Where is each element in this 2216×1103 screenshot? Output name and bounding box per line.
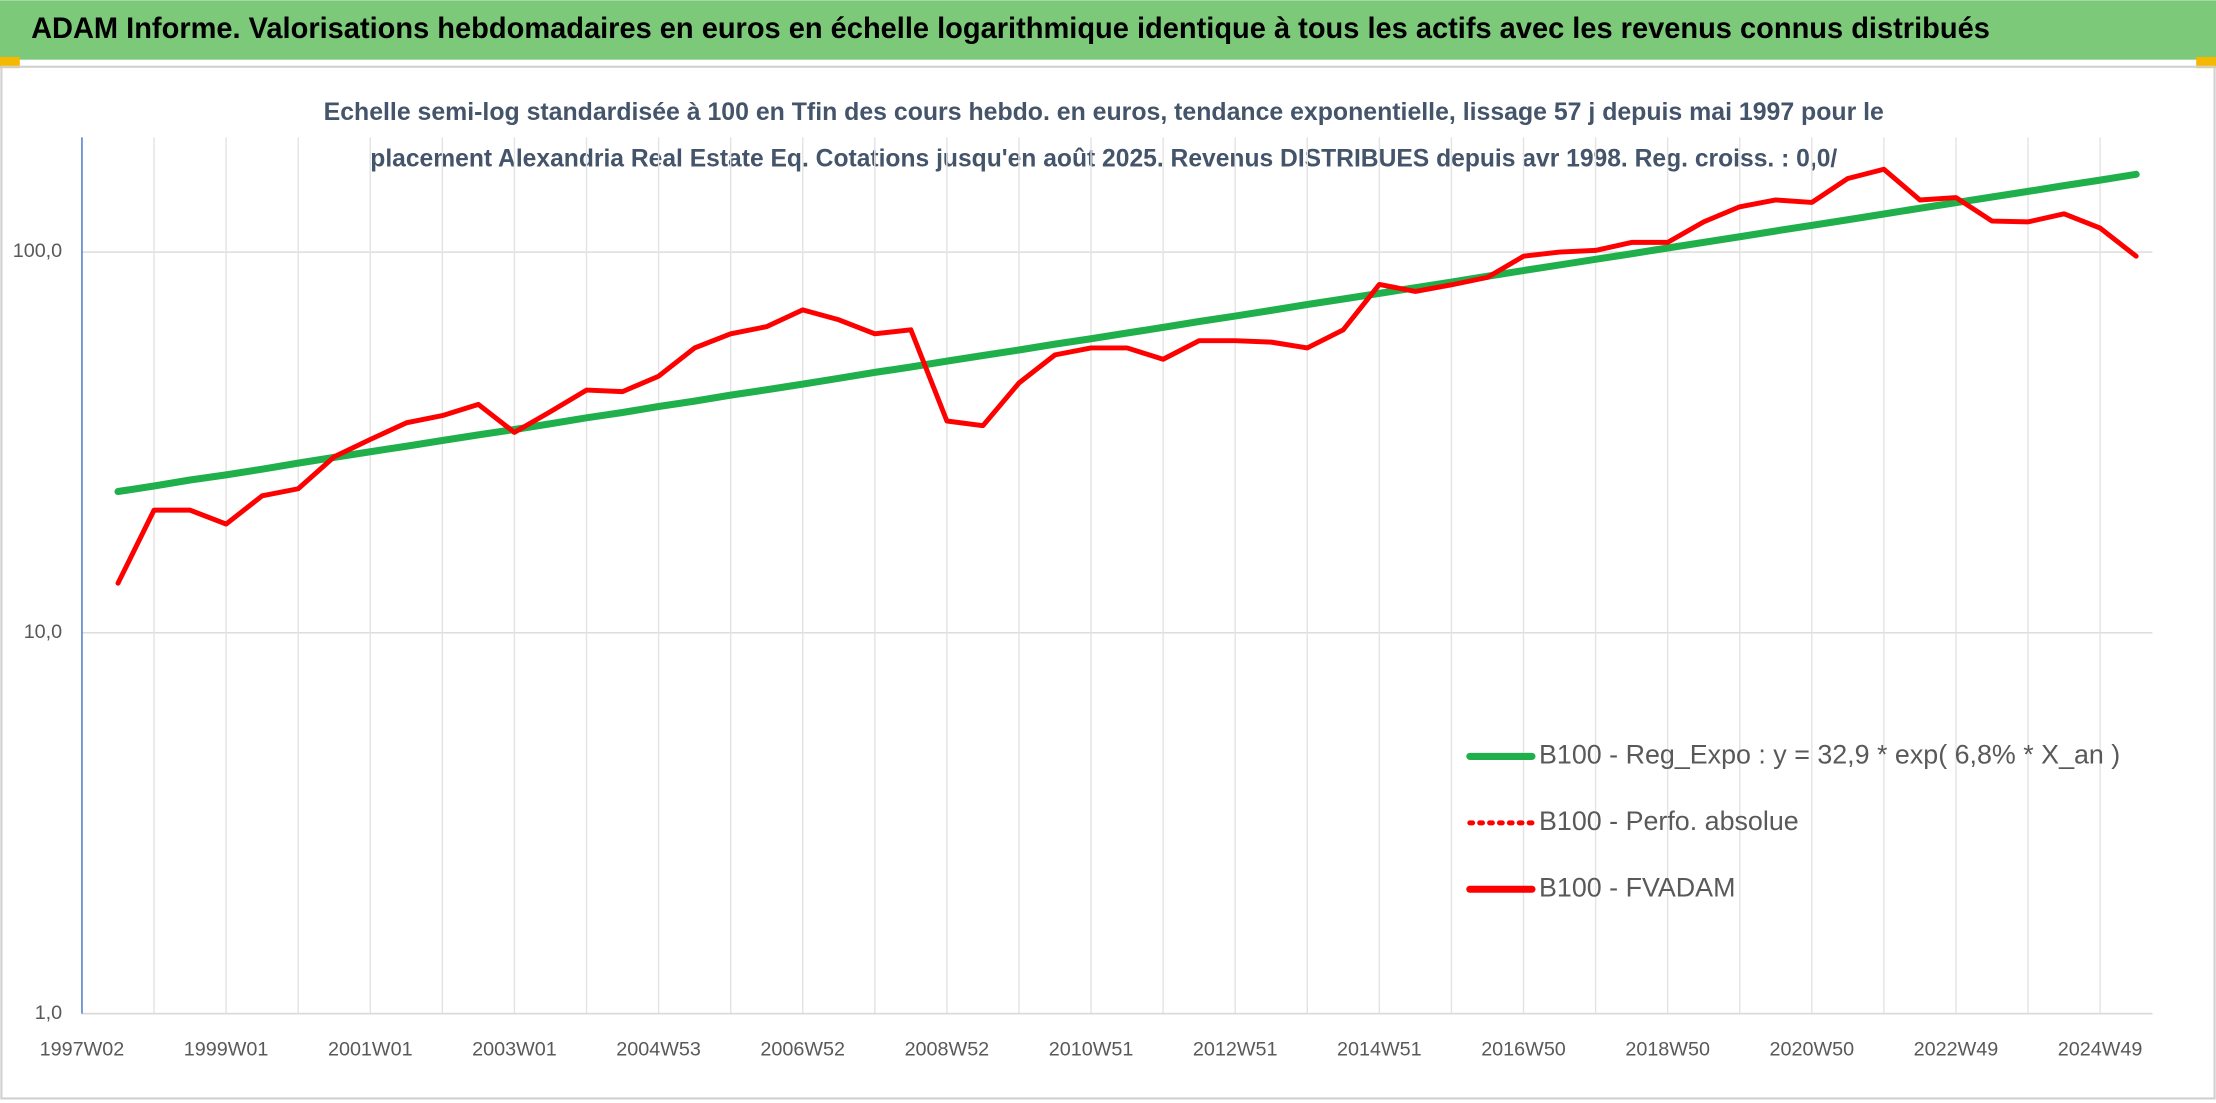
series-line bbox=[114, 170, 2140, 496]
chart-subtitle: Echelle semi-log standardisée à 100 en T… bbox=[324, 98, 1884, 126]
corner-mark bbox=[0, 56, 20, 69]
x-tick-label: 2001W01 bbox=[328, 1039, 413, 1061]
corner-mark bbox=[2196, 56, 2216, 69]
legend-label: B100 - Perfo. absolue bbox=[1539, 806, 1799, 836]
x-tick-label: 2004W53 bbox=[616, 1039, 701, 1061]
header-bar bbox=[0, 0, 2216, 60]
x-tick-label: 2018W50 bbox=[1625, 1039, 1710, 1061]
series-line bbox=[115, 166, 2139, 586]
chart-frame bbox=[0, 65, 2216, 1100]
x-tick-label: 2020W50 bbox=[1769, 1039, 1854, 1061]
x-tick-label: 2003W01 bbox=[472, 1039, 557, 1061]
chart-title: ADAM Informe. Valorisations hebdomadaire… bbox=[31, 12, 1990, 45]
x-tick-label: 2014W51 bbox=[1337, 1039, 1422, 1061]
legend-label: B100 - Reg_Expo : y = 32,9 * exp( 6,8% *… bbox=[1539, 740, 2120, 770]
y-tick-label: 1,0 bbox=[35, 1002, 62, 1024]
x-tick-label: 1997W02 bbox=[40, 1039, 125, 1061]
y-tick-label: 10,0 bbox=[24, 621, 62, 643]
x-tick-label: 1999W01 bbox=[184, 1039, 269, 1061]
x-tick-label: 2006W52 bbox=[760, 1039, 845, 1061]
y-tick-label: 100,0 bbox=[13, 240, 62, 262]
legend: B100 - Reg_Expo : y = 32,9 * exp( 6,8% *… bbox=[1466, 740, 2120, 902]
x-tick-label: 2012W51 bbox=[1193, 1039, 1278, 1061]
legend-label: B100 - FVADAM bbox=[1539, 872, 1735, 902]
grid: 1,0 10,0 100,0 1997W02 1999W01 2001W01 2003W01… bbox=[13, 137, 2153, 1061]
x-tick-label: 2016W50 bbox=[1481, 1039, 1566, 1061]
x-tick-label: 2008W52 bbox=[905, 1039, 990, 1061]
x-tick-label: 2010W51 bbox=[1049, 1039, 1134, 1061]
x-tick-label: 2024W49 bbox=[2058, 1039, 2143, 1061]
plot-area bbox=[114, 166, 2140, 586]
x-tick-label: 2022W49 bbox=[1914, 1039, 1999, 1061]
chart-subtitle: placement Alexandria Real Estate Eq. Cot… bbox=[370, 145, 1837, 173]
